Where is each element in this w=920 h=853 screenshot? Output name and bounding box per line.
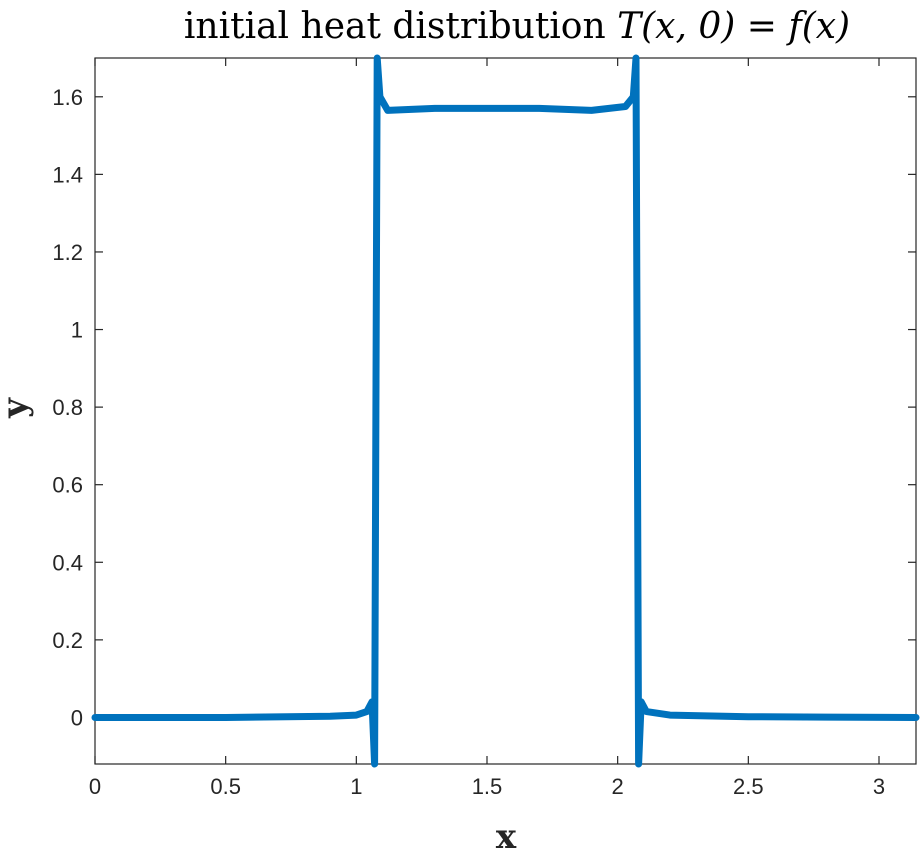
y-tick-label: 1.2	[52, 240, 83, 265]
x-tick-label: 1.5	[472, 774, 503, 799]
chart-title-math: T(x, 0) = f(x)	[617, 6, 850, 47]
plot-area: 0 0.5 1 1.5 2 2.5 3 0 0.2 0.4 0.6 0.8 1 1.2 1.4 1.6	[52, 54, 920, 799]
y-tick-label: 1	[71, 318, 83, 343]
x-tick-label: 3	[873, 774, 885, 799]
y-tick-label: 0	[71, 705, 83, 730]
y-tick-label: 0.6	[52, 473, 83, 498]
x-axis: 0 0.5 1 1.5 2 2.5 3	[89, 58, 885, 799]
y-tick-label: 0.8	[52, 395, 83, 420]
y-tick-label: 0.2	[52, 628, 83, 653]
y-tick-label: 1.6	[52, 85, 83, 110]
axes-box	[94, 57, 917, 765]
x-tick-label: 2.5	[733, 774, 764, 799]
chart-title: initial heat distribution T(x, 0) = f(x)	[184, 6, 850, 47]
y-axis: 0 0.2 0.4 0.6 0.8 1 1.2 1.4 1.6	[52, 85, 916, 730]
series-line-heat-distribution	[91, 54, 920, 768]
x-tick-label: 0	[89, 774, 101, 799]
x-tick-label: 2	[612, 774, 624, 799]
x-axis-label: x	[496, 817, 517, 853]
chart-title-text: initial heat distribution	[184, 6, 606, 47]
y-axis-label: y	[0, 397, 35, 419]
x-tick-label: 1	[350, 774, 362, 799]
x-tick-label: 0.5	[210, 774, 241, 799]
y-tick-label: 0.4	[52, 550, 83, 575]
y-tick-label: 1.4	[52, 162, 83, 187]
